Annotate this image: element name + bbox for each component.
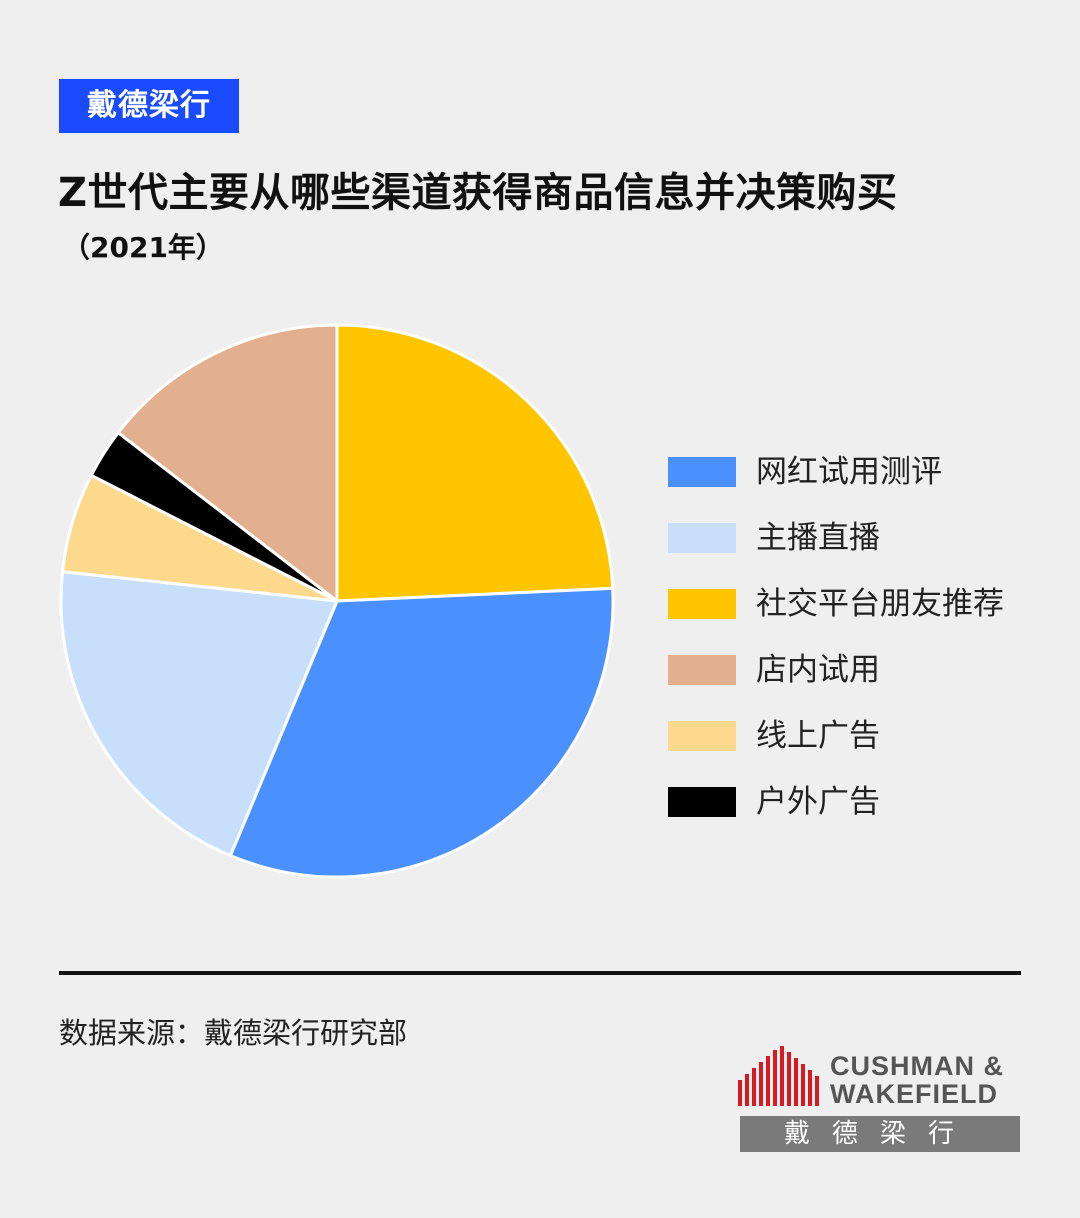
legend-swatch <box>668 721 736 751</box>
source-note: 数据来源：戴德梁行研究部 <box>59 1016 408 1050</box>
logo-chinese: 戴德梁行 <box>740 1116 1020 1152</box>
legend-swatch <box>668 589 736 619</box>
logo-line-2: WAKEFIELD <box>830 1079 998 1109</box>
chart-subtitle: （2021年） <box>62 231 224 264</box>
cushman-wakefield-logo: CUSHMAN & WAKEFIELD 戴德梁行 <box>738 1046 1020 1152</box>
divider <box>59 971 1021 975</box>
legend-swatch <box>668 457 736 487</box>
legend-label: 社交平台朋友推荐 <box>756 586 1004 622</box>
legend-label: 店内试用 <box>756 652 880 688</box>
legend-label: 主播直播 <box>756 520 880 556</box>
chart-title: Z世代主要从哪些渠道获得商品信息并决策购买 <box>58 170 898 216</box>
pie-slice <box>59 570 339 858</box>
legend-label: 线上广告 <box>756 718 880 754</box>
legend-label: 网红试用测评 <box>756 454 942 490</box>
pie-slice <box>116 323 339 603</box>
pie-slice <box>335 323 615 603</box>
legend-swatch <box>668 655 736 685</box>
legend-label: 户外广告 <box>756 784 880 820</box>
legend-swatch <box>668 787 736 817</box>
brand-tag: 戴德梁行 <box>59 79 239 133</box>
logo-line-1: CUSHMAN & <box>830 1051 1004 1081</box>
pie-slice <box>228 586 615 879</box>
building-logo-icon <box>738 1046 819 1106</box>
legend-swatch <box>668 523 736 553</box>
